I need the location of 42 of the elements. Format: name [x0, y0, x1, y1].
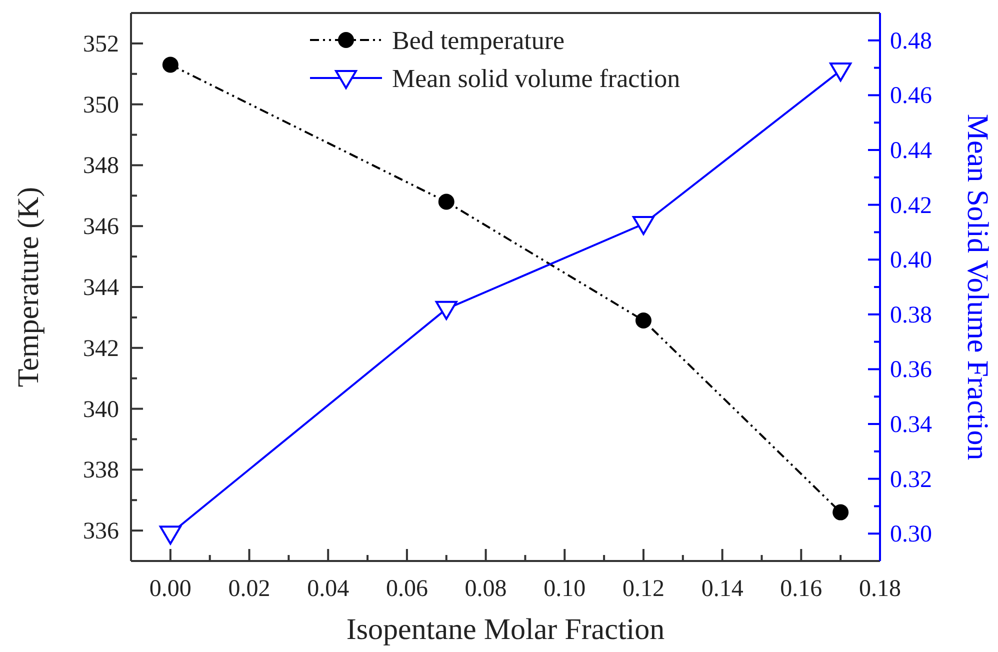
- y2-tick-label: 0.40: [890, 248, 932, 274]
- y2-tick-label: 0.42: [890, 192, 932, 219]
- y2-tick-label: 0.46: [890, 83, 932, 110]
- point: [438, 194, 454, 210]
- y2-tick-label: 0.32: [890, 466, 932, 493]
- x-tick-label: 0.12: [622, 576, 664, 602]
- point: [635, 312, 652, 328]
- legend-label: Mean solid volume fraction: [392, 64, 680, 93]
- y-tick-label: 336: [83, 518, 119, 545]
- y-tick-label: 338: [83, 458, 119, 484]
- y2-tick-label: 0.48: [890, 28, 932, 54]
- y-tick-label: 350: [83, 92, 119, 118]
- point: [832, 504, 849, 520]
- y2-tick-label: 0.38: [890, 302, 932, 328]
- x-tick-label: 0.06: [386, 576, 428, 602]
- x-tick-label: 0.08: [464, 576, 507, 602]
- y-tick-label: 344: [83, 275, 119, 301]
- y2-tick-label: 0.36: [890, 357, 932, 384]
- y-tick-label: 352: [83, 31, 119, 58]
- y-tick-label: 348: [83, 153, 119, 180]
- point: [159, 526, 182, 545]
- x-tick-label: 0.16: [780, 576, 822, 602]
- x-tick-label: 0.00: [149, 576, 192, 602]
- y-tick-label: 340: [83, 396, 119, 423]
- point: [632, 216, 654, 235]
- point: [162, 56, 178, 73]
- x-tick-label: 0.14: [701, 576, 744, 602]
- point: [830, 62, 852, 82]
- y2-tick-label: 0.30: [890, 522, 932, 548]
- y2-tick-label: 0.44: [890, 138, 932, 164]
- x-tick-label: 0.02: [228, 576, 270, 602]
- x-tick-label: 0.04: [307, 576, 350, 602]
- x-tick-label: 0.18: [859, 576, 901, 602]
- legend-label: Bed temperature: [392, 26, 565, 55]
- y-tick-label: 342: [83, 336, 119, 362]
- y-axis-title: Temperature (K): [12, 186, 45, 388]
- y2-tick-label: 0.34: [890, 412, 932, 438]
- x-axis-title: Isopentane Molar Fraction: [346, 613, 665, 646]
- y-tick-label: 346: [83, 214, 119, 240]
- y2-axis-title: Mean Solid Volume Fraction: [961, 114, 994, 460]
- point: [435, 300, 458, 320]
- x-tick-label: 0.10: [544, 576, 586, 602]
